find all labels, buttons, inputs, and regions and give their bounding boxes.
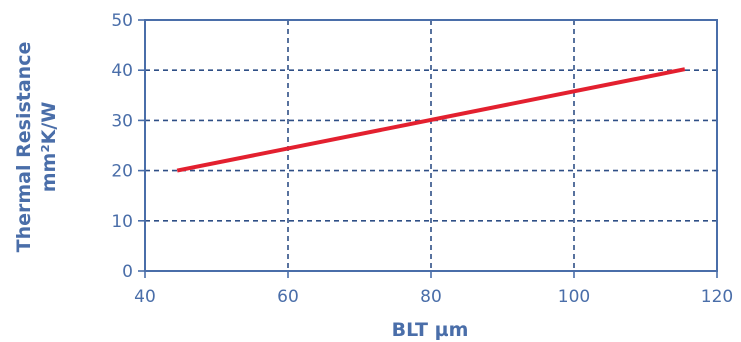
grid-lines bbox=[145, 20, 717, 271]
x-tick-label: 60 bbox=[277, 287, 299, 307]
y-tick-label: 0 bbox=[122, 262, 133, 282]
y-axis-title: Thermal Resistance mm²K/W bbox=[13, 42, 60, 253]
y-tick-label: 40 bbox=[111, 61, 133, 81]
y-tick-label: 30 bbox=[111, 111, 133, 131]
series-layer bbox=[176, 67, 686, 173]
x-tick-label: 120 bbox=[701, 287, 733, 307]
x-axis-title: BLT µm bbox=[392, 319, 469, 341]
x-tick-label: 80 bbox=[420, 287, 442, 307]
y-tick-labels: 0 10 20 30 40 50 bbox=[111, 11, 133, 282]
x-tick-label: 100 bbox=[558, 287, 590, 307]
x-tick-labels: 40 60 80 100 120 bbox=[134, 287, 733, 307]
x-tick-label: 40 bbox=[134, 287, 156, 307]
series-line bbox=[176, 67, 686, 173]
y-axis-title-line-2: mm²K/W bbox=[38, 102, 60, 193]
y-tick-label: 50 bbox=[111, 11, 133, 31]
y-axis-title-line-1: Thermal Resistance bbox=[13, 42, 35, 253]
y-tick-label: 20 bbox=[111, 162, 133, 182]
tick-marks bbox=[138, 19, 718, 278]
y-tick-label: 10 bbox=[111, 212, 133, 232]
